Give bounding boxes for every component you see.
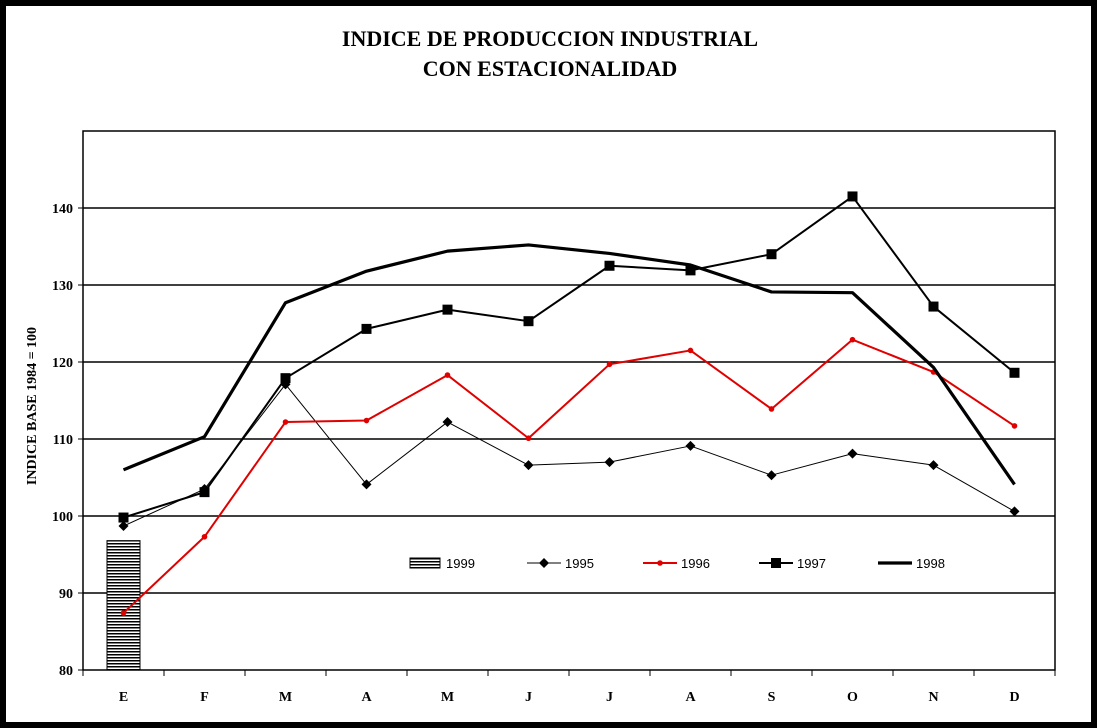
data-point-circle xyxy=(606,361,613,368)
legend-item-1999: 1999 xyxy=(409,556,475,571)
series-line-1996 xyxy=(122,338,1016,614)
data-point-diamond xyxy=(361,479,372,490)
chart-title-line-2: CON ESTACIONALIDAD xyxy=(423,56,677,81)
data-point-square xyxy=(280,373,291,384)
data-point-square xyxy=(928,301,939,312)
x-tick-label: D xyxy=(1009,690,1019,705)
bar-1999 xyxy=(106,540,141,671)
x-tick-label: J xyxy=(525,690,532,705)
legend-swatch-1999 xyxy=(409,557,441,569)
x-tick-label: E xyxy=(119,690,128,705)
x-tick-label: F xyxy=(200,690,209,705)
x-tick-label: M xyxy=(279,690,292,705)
data-point-square xyxy=(1009,367,1020,378)
data-point-diamond xyxy=(928,460,939,471)
data-point-circle xyxy=(1011,423,1018,429)
data-point-diamond xyxy=(766,470,777,481)
series-line-1998 xyxy=(122,243,1016,486)
data-point-square xyxy=(766,249,777,260)
data-point-diamond xyxy=(1009,506,1020,517)
data-point-diamond xyxy=(539,558,549,568)
data-point-diamond xyxy=(523,460,534,471)
data-point-square xyxy=(118,512,129,523)
x-tick-label: O xyxy=(847,690,858,705)
data-point-square xyxy=(523,316,534,327)
data-point-square xyxy=(442,304,453,315)
data-point-circle xyxy=(282,419,289,425)
x-tick-label: N xyxy=(928,690,938,705)
y-tick-label: 90 xyxy=(59,587,73,602)
legend-label-1997: 1997 xyxy=(797,556,826,571)
legend-label-1999: 1999 xyxy=(446,556,475,571)
series-1996 xyxy=(120,336,1018,616)
legend: 1999 1995 1996 1997 1998 xyxy=(409,556,945,571)
y-tick-label: 100 xyxy=(52,510,73,525)
legend-label-1995: 1995 xyxy=(565,556,594,571)
x-tick-label: J xyxy=(606,690,613,705)
legend-label-1998: 1998 xyxy=(916,556,945,571)
chart-frame: INDICE DE PRODUCCION INDUSTRIAL CON ESTA… xyxy=(6,6,1091,722)
data-point-square xyxy=(604,260,615,271)
data-point-diamond xyxy=(442,417,453,428)
legend-item-1998: 1998 xyxy=(878,556,945,571)
y-tick-label: 80 xyxy=(59,664,73,679)
series-1998 xyxy=(122,243,1016,486)
data-point-square xyxy=(847,191,858,202)
y-tick-label: 130 xyxy=(52,279,73,294)
legend-label-1996: 1996 xyxy=(681,556,710,571)
data-point-diamond xyxy=(685,440,696,451)
x-tick-label: A xyxy=(685,690,696,705)
data-point-diamond xyxy=(118,521,129,532)
data-point-circle xyxy=(849,336,856,343)
data-point-square xyxy=(199,487,210,498)
series-line-1995 xyxy=(123,383,1015,527)
data-point-square xyxy=(771,558,781,568)
data-point-square xyxy=(685,265,696,276)
data-point-circle xyxy=(657,560,663,566)
data-point-diamond xyxy=(847,448,858,459)
series-1995 xyxy=(118,379,1020,532)
data-point-circle xyxy=(120,610,127,616)
x-tick-label: S xyxy=(768,690,776,705)
data-point-circle xyxy=(525,435,532,442)
data-point-circle xyxy=(201,533,208,540)
data-point-circle xyxy=(444,372,451,378)
data-point-circle xyxy=(768,406,775,412)
data-point-diamond xyxy=(604,457,615,468)
legend-item-1996: 1996 xyxy=(643,556,710,571)
series-line-1997 xyxy=(123,195,1016,519)
y-tick-label: 120 xyxy=(52,356,73,371)
legend-item-1995: 1995 xyxy=(527,556,594,571)
chart-canvas: INDICE DE PRODUCCION INDUSTRIAL CON ESTA… xyxy=(25,26,1056,705)
chart-title-line-1: INDICE DE PRODUCCION INDUSTRIAL xyxy=(342,26,758,51)
legend-item-1997: 1997 xyxy=(759,556,826,571)
y-axis-label: INDICE BASE 1984 = 100 xyxy=(25,327,40,485)
x-tick-label: M xyxy=(441,690,454,705)
series-1997 xyxy=(118,191,1020,523)
data-point-circle xyxy=(363,417,370,424)
x-tick-label: A xyxy=(361,690,372,705)
data-point-square xyxy=(361,323,372,334)
data-point-circle xyxy=(687,347,694,354)
y-tick-label: 110 xyxy=(53,433,73,448)
y-tick-label: 140 xyxy=(52,202,73,217)
